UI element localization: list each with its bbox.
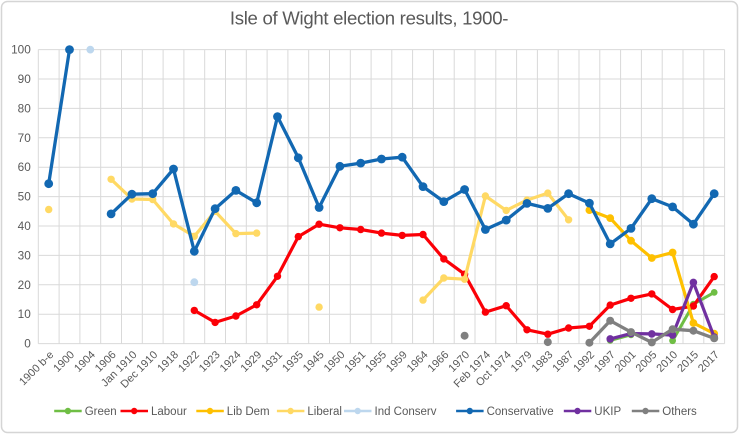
svg-text:Labour: Labour [151,406,187,418]
svg-text:UKIP: UKIP [594,406,621,418]
svg-text:0: 0 [24,337,31,351]
svg-text:60: 60 [18,160,32,174]
svg-text:80: 80 [18,101,32,115]
svg-text:70: 70 [18,131,32,145]
svg-text:20: 20 [18,278,32,292]
svg-text:100: 100 [11,43,31,57]
svg-text:Lib Dem: Lib Dem [227,406,270,418]
svg-text:Liberal: Liberal [307,406,342,418]
svg-text:40: 40 [18,219,32,233]
svg-text:Green: Green [85,406,117,418]
svg-text:Others: Others [662,406,697,418]
svg-text:Isle of Wight election results: Isle of Wight election results, 1900- [230,8,508,29]
svg-text:Ind Conserv: Ind Conserv [375,406,437,418]
svg-text:Conservative: Conservative [487,406,554,418]
svg-text:10: 10 [18,307,32,321]
svg-text:50: 50 [18,190,32,204]
svg-text:30: 30 [18,248,32,262]
svg-text:90: 90 [18,72,32,86]
